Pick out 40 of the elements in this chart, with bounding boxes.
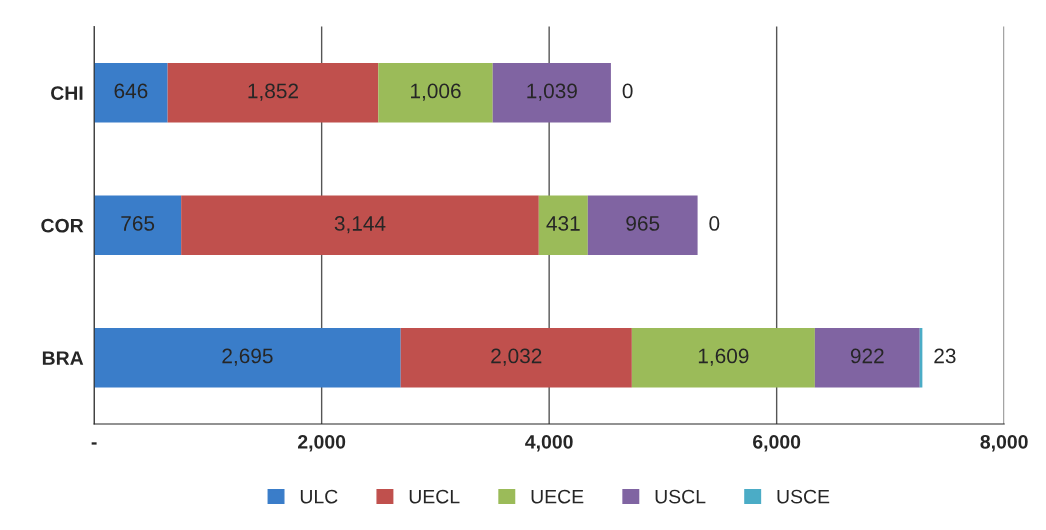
legend-label: USCE [777, 489, 830, 504]
data-label: 1,039 [527, 83, 577, 101]
legend-label: USCL [655, 489, 706, 504]
data-label: 0 [622, 83, 633, 99]
data-label: 0 [709, 216, 720, 231]
bar [631, 327, 815, 388]
y-tick-label: CHI [51, 86, 83, 100]
legend-label: ULC [300, 489, 338, 504]
bar [94, 195, 182, 256]
bar [167, 62, 379, 123]
bar [94, 62, 168, 123]
data-label: 765 [121, 216, 155, 231]
data-label: 922 [850, 348, 884, 364]
data-label: 2,695 [222, 348, 273, 366]
bar [538, 195, 588, 256]
x-tick-label: 4,000 [525, 434, 573, 452]
x-tick-label: 8,000 [980, 434, 1028, 452]
data-label: 1,609 [698, 348, 749, 366]
data-label: 23 [934, 348, 956, 364]
bar [400, 327, 632, 388]
legend-label: UECL [409, 489, 460, 504]
legend-label: UECE [531, 489, 584, 504]
data-label: 646 [114, 83, 148, 99]
x-tick-label: - [91, 442, 97, 445]
bar [378, 62, 493, 123]
bar [814, 327, 920, 388]
bar [94, 327, 401, 388]
bar [587, 195, 698, 256]
data-label: 1,006 [411, 83, 461, 101]
data-label: 2,032 [491, 348, 542, 366]
bar [492, 62, 611, 123]
data-label: 3,144 [334, 216, 386, 234]
bar [181, 195, 539, 256]
x-tick-label: 2,000 [297, 434, 346, 452]
data-label: 1,852 [248, 83, 298, 101]
x-tick-label: 6,000 [753, 434, 801, 452]
data-label: 431 [546, 216, 580, 231]
data-label: 965 [626, 216, 660, 231]
y-tick-label: BRA [42, 351, 84, 365]
y-tick-label: COR [41, 218, 84, 233]
